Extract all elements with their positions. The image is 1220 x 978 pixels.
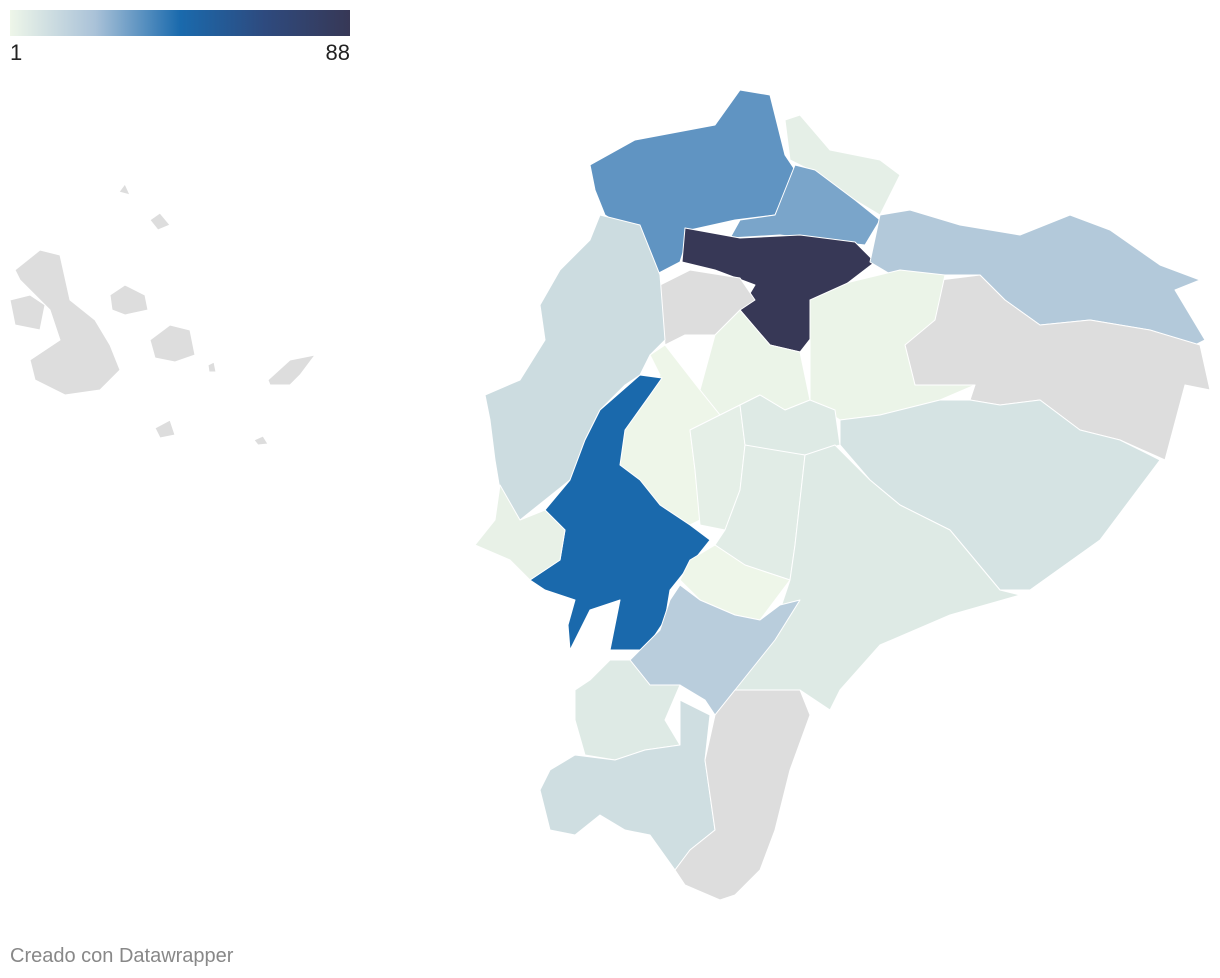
province — [784, 114, 901, 216]
province — [149, 212, 171, 231]
regions — [9, 89, 1211, 901]
province — [253, 435, 269, 446]
province — [734, 444, 1021, 711]
province — [14, 249, 121, 396]
legend-gradient — [10, 10, 350, 36]
province — [149, 324, 196, 363]
province — [9, 294, 46, 331]
province — [674, 689, 811, 901]
province — [484, 214, 666, 521]
province — [118, 183, 131, 196]
province — [267, 354, 316, 386]
province — [474, 484, 566, 581]
province — [679, 544, 791, 621]
credit: Creado con Datawrapper — [10, 945, 234, 967]
province — [154, 419, 176, 439]
province — [207, 361, 217, 373]
legend-max: 88 — [326, 40, 350, 65]
legend-min: 1 — [10, 40, 22, 65]
province — [109, 284, 149, 316]
